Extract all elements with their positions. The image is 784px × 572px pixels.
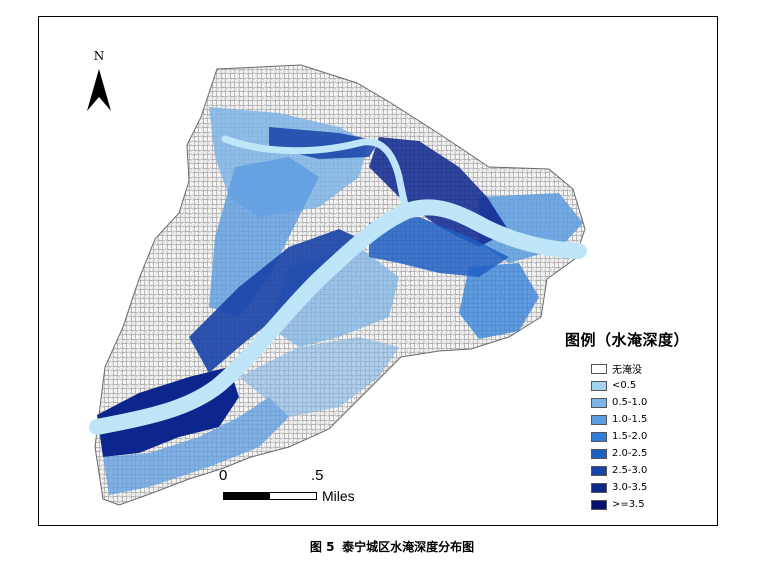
- legend-item: >=3.5: [565, 496, 715, 513]
- scale-bar: 0 .5 Miles: [217, 467, 397, 507]
- flood-zone-light: [459, 263, 539, 339]
- figure-caption: 图 5 泰宁城区水淹深度分布图: [0, 538, 784, 555]
- legend-swatch: [591, 499, 607, 510]
- legend-title: 图例（水淹深度）: [565, 331, 690, 349]
- legend-label: 3.0-3.5: [612, 482, 648, 493]
- legend-swatch: [591, 380, 607, 391]
- legend-label: 1.0-1.5: [612, 414, 648, 425]
- north-arrow: N: [83, 49, 115, 133]
- scale-units: Miles: [322, 488, 355, 504]
- legend-item: 0.5-1.0: [565, 394, 715, 411]
- flood-zone-medium: [239, 337, 399, 417]
- legend-item: 1.5-2.0: [565, 428, 715, 445]
- legend-items: 无淹没 <0.5 0.5-1.0 1.0-1.5 1.5-2.0 2.0-2.5…: [565, 360, 715, 513]
- legend-label: 无淹没: [612, 365, 642, 376]
- scale-tick-start: 0: [219, 467, 228, 484]
- legend-item: 2.0-2.5: [565, 445, 715, 462]
- legend-item: <0.5: [565, 377, 715, 394]
- main-river: [89, 199, 587, 435]
- map-frame: N 图例（水淹深度） 无淹没 <0.5 0.5-1.0 1.0-1.5 1.5-…: [38, 16, 718, 526]
- legend-swatch: [591, 431, 607, 442]
- legend-item: 1.0-1.5: [565, 411, 715, 428]
- legend-item: 无淹没: [565, 360, 715, 377]
- legend-label: 0.5-1.0: [612, 397, 648, 408]
- legend-swatch: [591, 448, 607, 459]
- legend-label: 2.5-3.0: [612, 465, 648, 476]
- legend-swatch: [591, 397, 607, 408]
- flood-zone-medium: [103, 397, 289, 495]
- figure-title: 泰宁城区水淹深度分布图: [342, 540, 475, 554]
- figure-number: 图 5: [309, 540, 335, 554]
- scale-segment-white: [269, 492, 317, 500]
- legend-swatch: [591, 363, 607, 374]
- scale-tick-mid: .5: [311, 467, 324, 484]
- flood-depth-map: [89, 64, 587, 506]
- legend-label: <0.5: [612, 380, 637, 391]
- legend: 图例（水淹深度） 无淹没 <0.5 0.5-1.0 1.0-1.5 1.5-2.…: [565, 329, 715, 513]
- legend-item: 2.5-3.0: [565, 462, 715, 479]
- north-arrow-icon: [87, 69, 111, 111]
- flood-zone-deep: [369, 217, 509, 277]
- legend-label: >=3.5: [612, 499, 645, 510]
- legend-label: 1.5-2.0: [612, 431, 648, 442]
- legend-swatch: [591, 465, 607, 476]
- scale-segment-black: [223, 492, 269, 500]
- legend-item: 3.0-3.5: [565, 479, 715, 496]
- legend-swatch: [591, 482, 607, 493]
- legend-label: 2.0-2.5: [612, 448, 648, 459]
- tributary-river: [221, 135, 411, 215]
- flood-zone-light: [209, 157, 319, 317]
- legend-swatch: [591, 414, 607, 425]
- north-label: N: [93, 49, 105, 63]
